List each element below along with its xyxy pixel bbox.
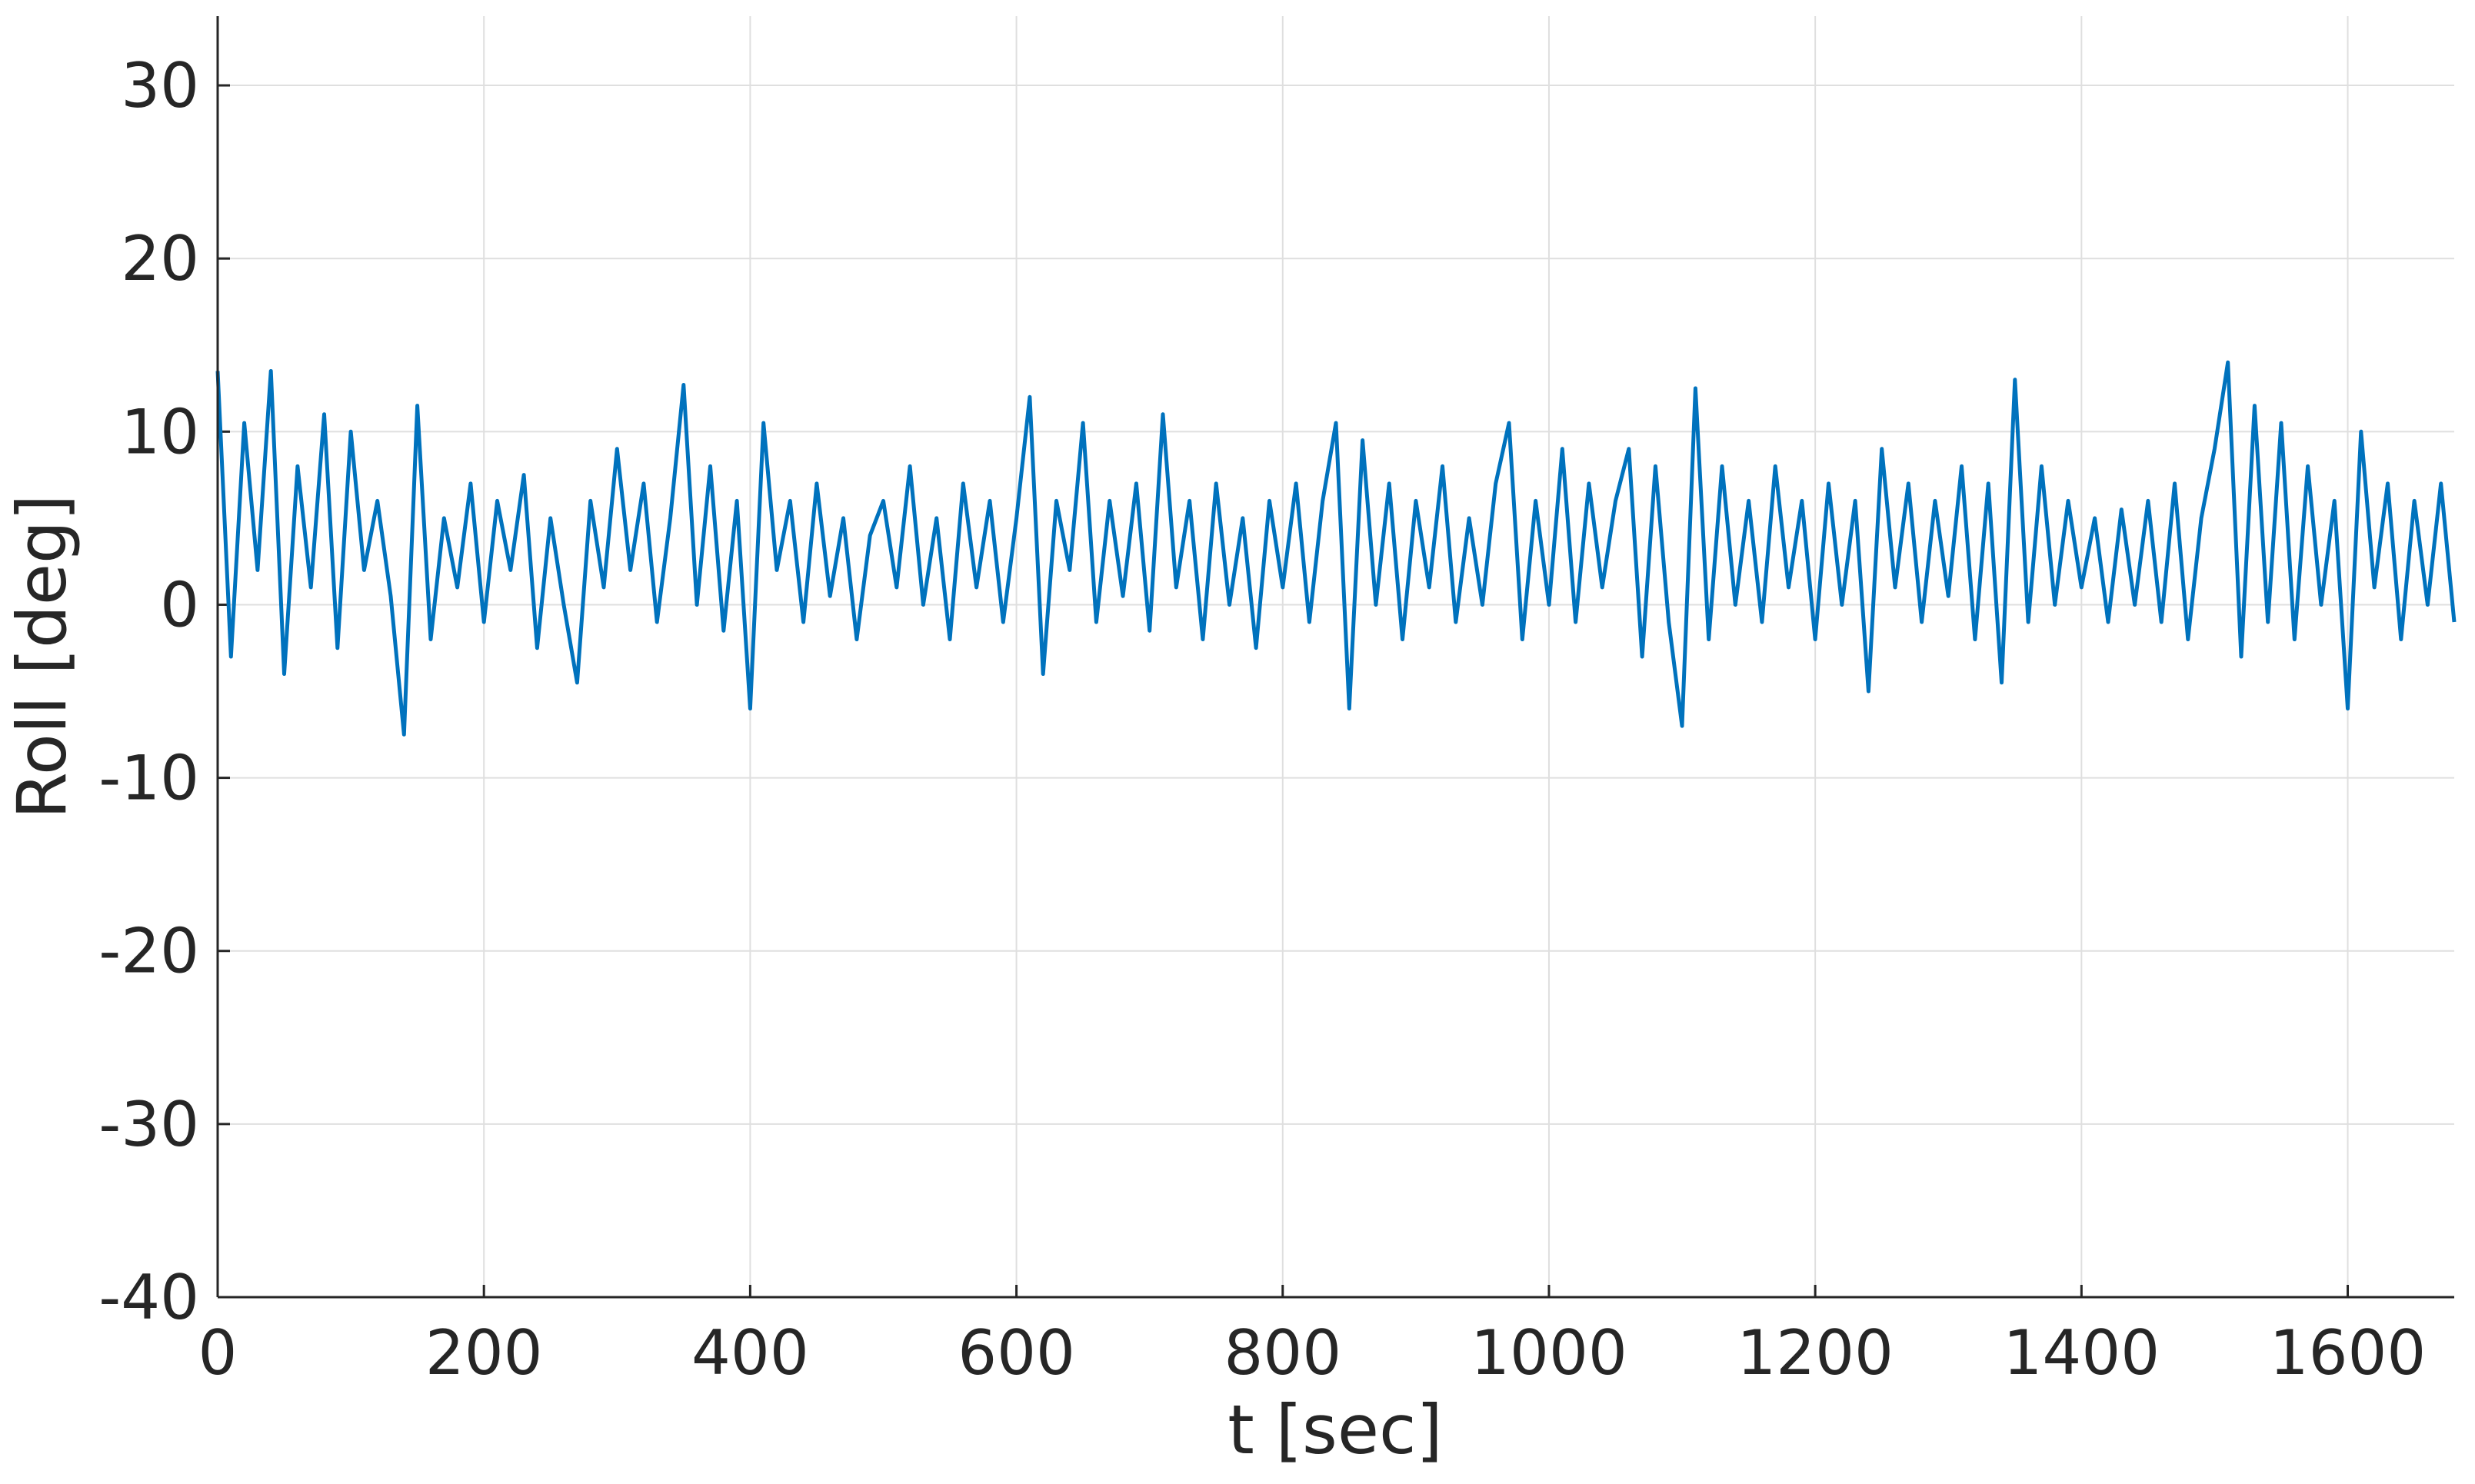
- x-tick-label: 1200: [1737, 1317, 1894, 1389]
- x-tick-label: 200: [425, 1317, 543, 1389]
- x-tick-label: 400: [691, 1317, 809, 1389]
- data-line: [215, 360, 2457, 737]
- x-tick-label: 1000: [1471, 1317, 1627, 1389]
- x-tick-label: 1600: [2270, 1317, 2427, 1389]
- x-tick-label: 1400: [2004, 1317, 2160, 1389]
- y-tick-label: -30: [98, 1089, 199, 1160]
- y-tick-label: 30: [121, 50, 199, 121]
- x-tick-label: 800: [1224, 1317, 1341, 1389]
- x-axis-label: t [sec]: [1228, 1390, 1443, 1469]
- y-tick-label: 20: [121, 223, 199, 294]
- x-tick-label: 0: [198, 1317, 238, 1389]
- y-tick-label: -40: [98, 1262, 199, 1333]
- y-tick-label: -10: [98, 743, 199, 814]
- y-tick-label: -20: [98, 916, 199, 987]
- y-tick-label: 0: [160, 569, 199, 641]
- y-axis-label: Roll [deg]: [2, 494, 82, 819]
- x-tick-label: 600: [958, 1317, 1075, 1389]
- y-tick-label: 10: [121, 396, 199, 467]
